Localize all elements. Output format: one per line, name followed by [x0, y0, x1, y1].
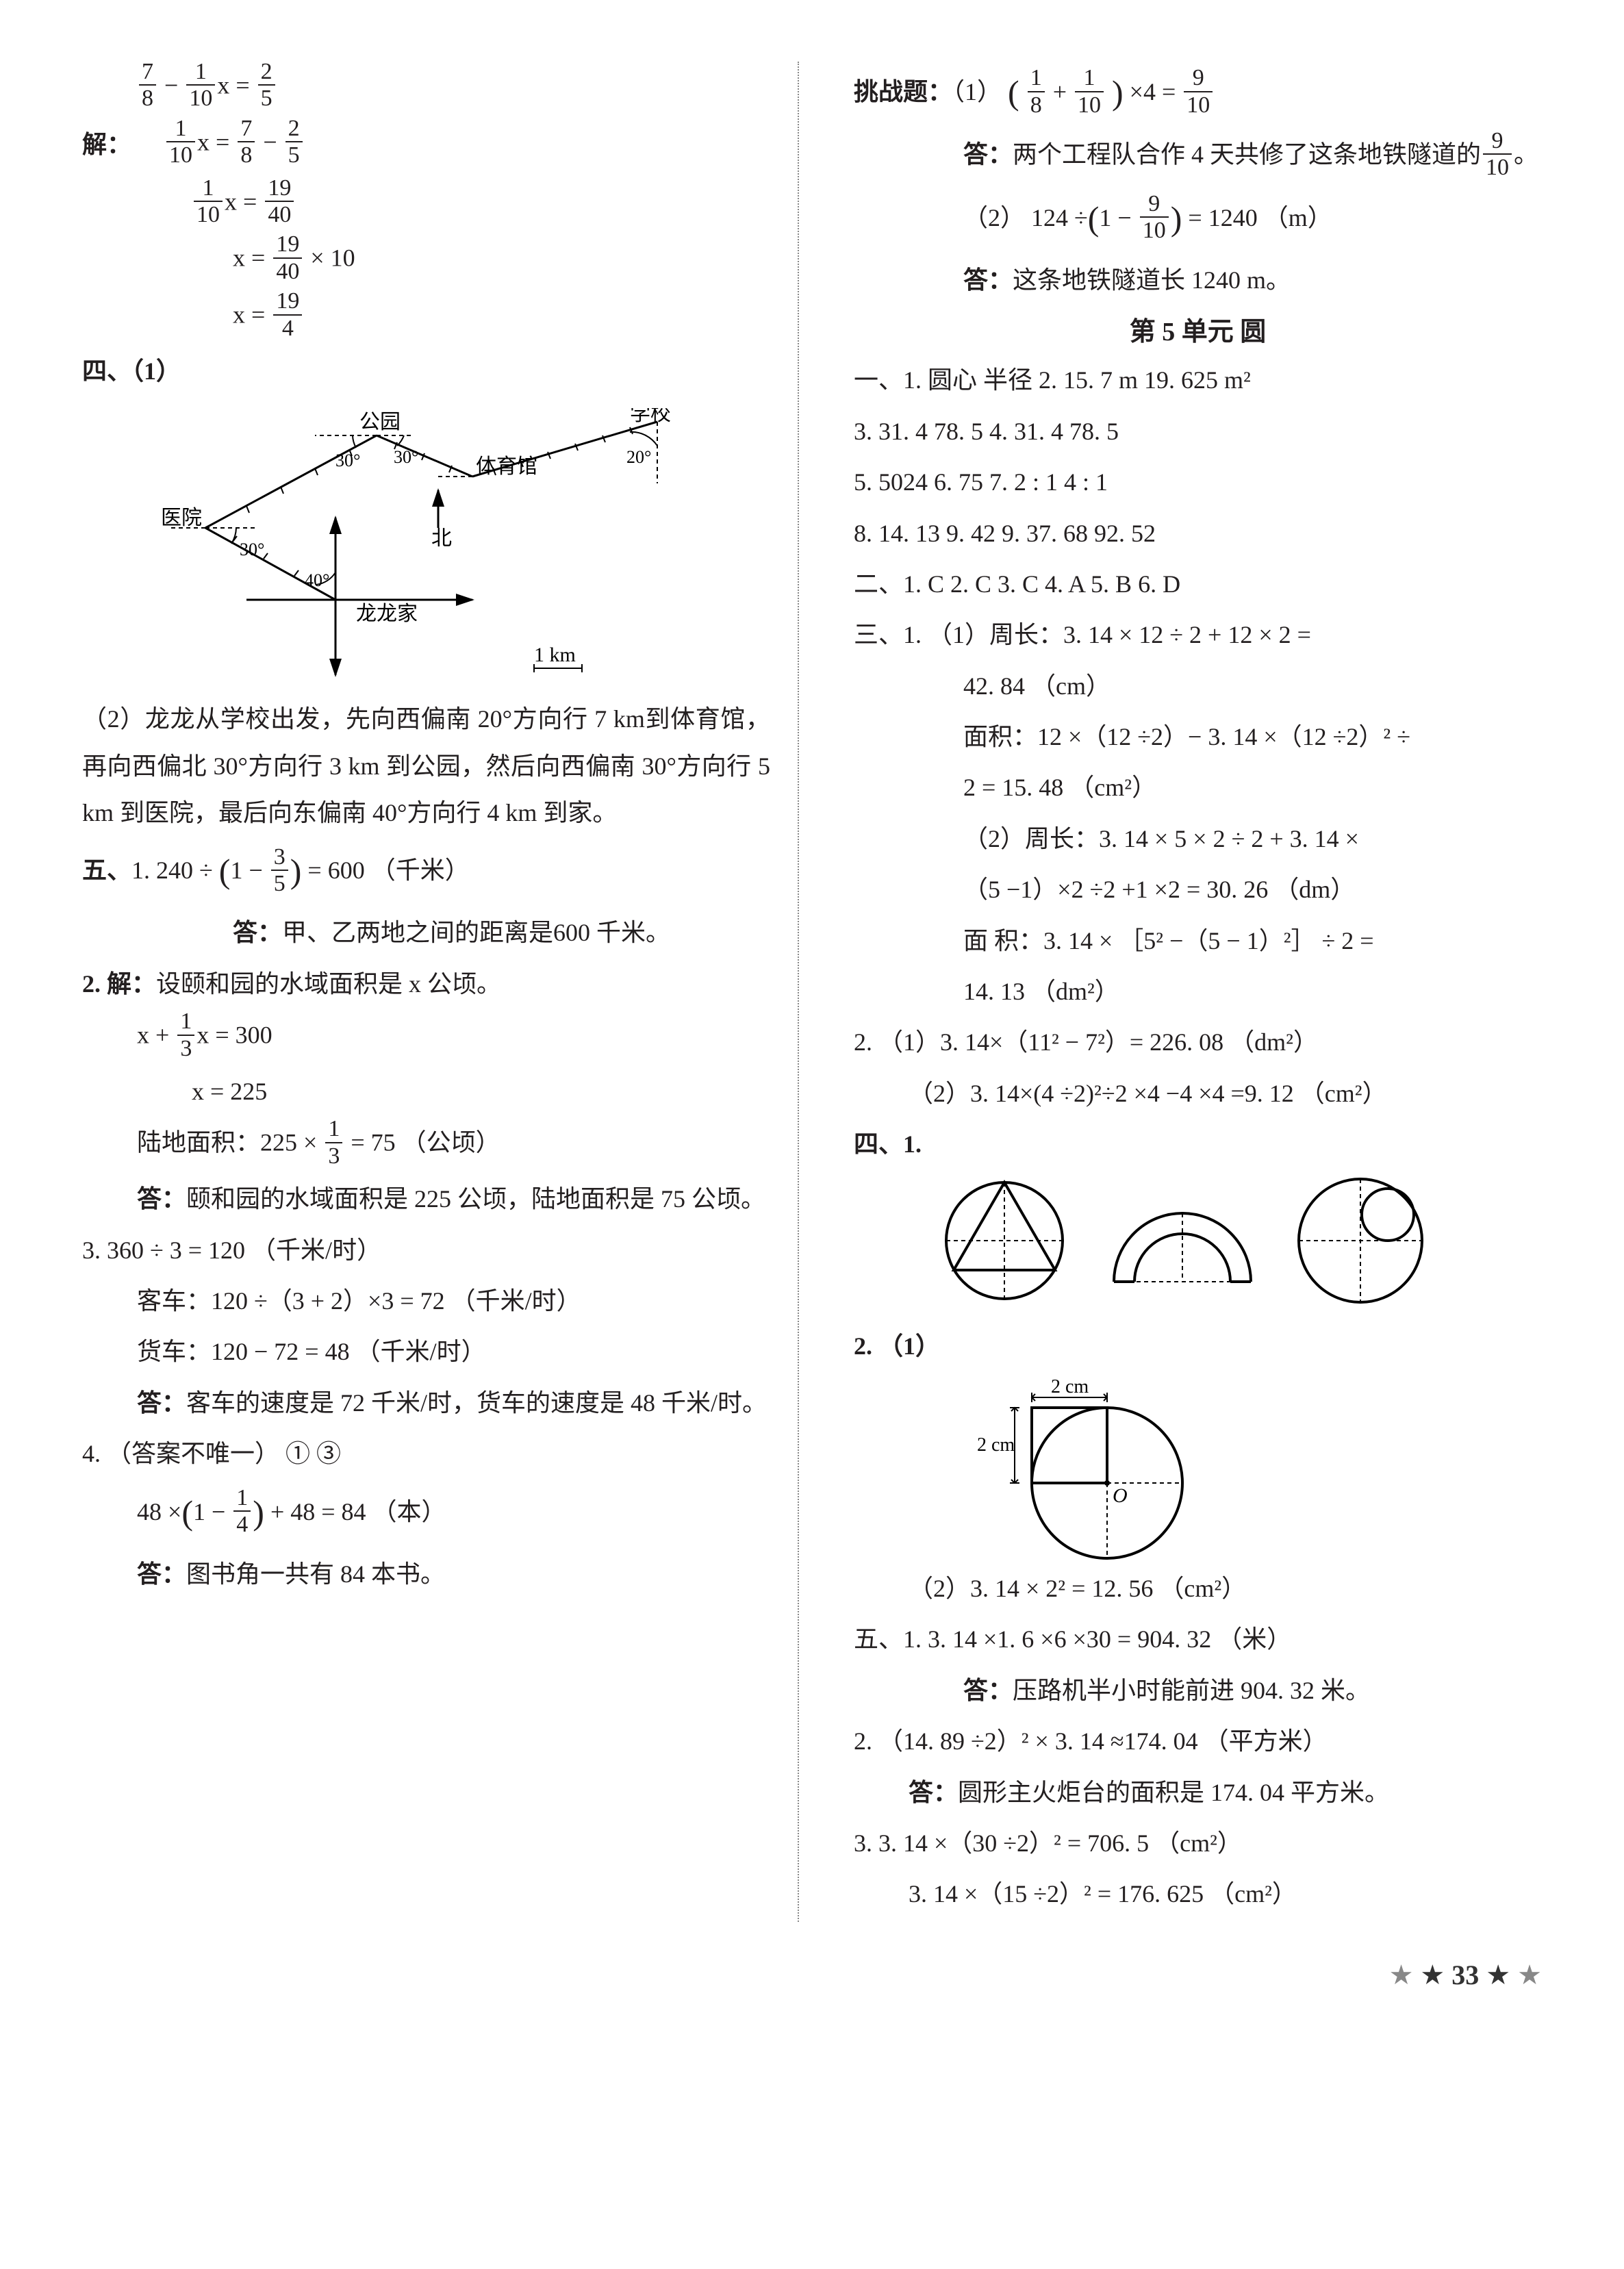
- section-four-label: 四、（1）: [82, 348, 770, 394]
- eq1: 78 − 110x = 25: [82, 62, 770, 114]
- svg-text:30°: 30°: [394, 447, 418, 467]
- circles-row: [936, 1172, 1542, 1309]
- page-number: ★ ★ 33 ★ ★: [82, 1949, 1542, 2001]
- q5-1-ans: 答：甲、乙两地之间的距离是600 千米。: [82, 909, 770, 956]
- solve-row-4: x = 194: [82, 291, 770, 344]
- solve-row-1: 解： 110x = 78 − 25: [82, 118, 770, 171]
- q5-4-head: 4. （答案不唯一） ① ③: [82, 1430, 770, 1477]
- s4-label: 四、1.: [854, 1121, 1542, 1167]
- s3-l2: 42. 84 （cm）: [854, 663, 1542, 709]
- q5-3-ans: 答：客车的速度是 72 千米/时，货车的速度是 48 千米/时。: [82, 1380, 770, 1426]
- svg-text:30°: 30°: [240, 540, 264, 559]
- svg-text:体育馆: 体育馆: [476, 455, 537, 478]
- right-column: 挑战题：（1） ( 18 + 110 ) ×4 = 910 答：两个工程队合作 …: [840, 62, 1542, 1922]
- s5-1: 五、1. 3. 14 ×1. 6 ×6 ×30 = 904. 32 （米）: [854, 1616, 1542, 1662]
- challenge-2: （2） 124 ÷(1 − 910) = 1240 （m）: [854, 188, 1542, 253]
- svg-text:20°: 20°: [626, 447, 651, 467]
- q5-2-eq: x + 13x = 300: [82, 1011, 770, 1064]
- page-columns: 78 − 110x = 25 解： 110x = 78 − 25 110x = …: [82, 62, 1542, 1922]
- unit-title: 第 5 单元 圆: [854, 307, 1542, 357]
- s4-2-label: 2. （1）: [854, 1323, 1542, 1369]
- s5-1-ans: 答：压路机半小时能前进 904. 32 米。: [854, 1667, 1542, 1714]
- star-icon: ★: [1486, 1960, 1510, 1990]
- map-diagram: 学校 体育馆 公园 医院 北 龙龙家 30° 30° 20° 30° 40° 1…: [151, 408, 770, 682]
- half-ring-icon: [1100, 1186, 1265, 1295]
- svg-text:40°: 40°: [305, 570, 329, 590]
- s3-l7: 面 积：3. 14 × ［5² −（5 − 1）²］ ÷ 2 =: [854, 917, 1542, 964]
- svg-text:1 km: 1 km: [534, 644, 576, 666]
- svg-text:北: 北: [431, 527, 452, 550]
- s3-l4: 2 = 15. 48 （cm²）: [854, 764, 1542, 811]
- challenge-2-ans: 答：这条地铁隧道长 1240 m。: [854, 257, 1542, 303]
- paragraph-2: （2）龙龙从学校出发，先向西偏南 20°方向行 7 km到体育馆，再向西偏北 3…: [82, 696, 770, 836]
- q5-3-l1: 3. 360 ÷ 3 = 120 （千米/时）: [82, 1227, 770, 1273]
- challenge-1: 挑战题：（1） ( 18 + 110 ) ×4 = 910: [854, 62, 1542, 127]
- s3-2-l1: 2. （1）3. 14×（11² − 7²）= 226. 08 （dm²）: [854, 1019, 1542, 1065]
- q5-1: 五、1. 240 ÷ (1 − 35) = 600 （千米）: [82, 840, 770, 905]
- q5-3-l3: 货车：120 − 72 = 48 （千米/时）: [82, 1328, 770, 1375]
- s1-l1: 一、1. 圆心 半径 2. 15. 7 m 19. 625 m²: [854, 357, 1542, 403]
- q5-3-l2: 客车：120 ÷（3 + 2）×3 = 72 （千米/时）: [82, 1278, 770, 1324]
- s5-3-l2: 3. 14 ×（15 ÷2）² = 176. 625 （cm²）: [854, 1871, 1542, 1917]
- q5-4-eq: 48 ×(1 − 14) + 48 = 84 （本）: [82, 1482, 770, 1547]
- q5-2-head: 2. 解：设颐和园的水域面积是 x 公顷。: [82, 961, 770, 1007]
- s3-head: 三、1. （1）周长：3. 14 × 12 ÷ 2 + 12 × 2 =: [854, 611, 1542, 658]
- star-icon: ★: [1517, 1960, 1542, 1990]
- svg-text:2 cm: 2 cm: [1051, 1376, 1089, 1397]
- s4-2-2: （2）3. 14 × 2² = 12. 56 （cm²）: [854, 1565, 1542, 1612]
- s3-l5: （2）周长：3. 14 × 5 × 2 ÷ 2 + 3. 14 ×: [854, 815, 1542, 862]
- q5-2-ans: 答：颐和园的水域面积是 225 公顷，陆地面积是 75 公顷。: [82, 1176, 770, 1222]
- svg-text:30°: 30°: [335, 451, 360, 470]
- q5-4-ans: 答：图书角一共有 84 本书。: [82, 1551, 770, 1597]
- s3-l3: 面积：12 ×（12 ÷2）− 3. 14 ×（12 ÷2）² ÷: [854, 713, 1542, 760]
- s3-l6: （5 −1）×2 ÷2 +1 ×2 = 30. 26 （dm）: [854, 866, 1542, 913]
- circle-triangle-icon: [936, 1172, 1073, 1309]
- circle-square-diagram: 2 cm 2 cm O: [977, 1373, 1542, 1565]
- svg-text:公园: 公园: [359, 411, 401, 433]
- q5-2-sol: x = 225: [82, 1068, 770, 1115]
- star-icon: ★: [1420, 1960, 1445, 1990]
- q5-2-land: 陆地面积：225 × 13 = 75 （公顷）: [82, 1119, 770, 1171]
- solve-label: 解：: [82, 121, 164, 168]
- s2: 二、1. C 2. C 3. C 4. A 5. B 6. D: [854, 561, 1542, 607]
- s5-3-l1: 3. 3. 14 ×（30 ÷2）² = 706. 5 （cm²）: [854, 1820, 1542, 1866]
- s1-l3: 5. 5024 6. 75 7. 2 : 1 4 : 1: [854, 459, 1542, 505]
- circle-small-circle-icon: [1292, 1172, 1429, 1309]
- svg-text:医院: 医院: [161, 507, 202, 529]
- solve-row-3: x = 1940 × 10: [82, 234, 770, 287]
- svg-text:龙龙家: 龙龙家: [356, 603, 418, 625]
- svg-text:2 cm: 2 cm: [977, 1434, 1015, 1456]
- svg-text:O: O: [1113, 1484, 1128, 1507]
- challenge-1-ans: 答：两个工程队合作 4 天共修了这条地铁隧道的910。: [854, 131, 1542, 183]
- s1-l2: 3. 31. 4 78. 5 4. 31. 4 78. 5: [854, 408, 1542, 455]
- s3-2-l2: （2）3. 14×(4 ÷2)²÷2 ×4 −4 ×4 =9. 12 （cm²）: [854, 1070, 1542, 1117]
- star-icon: ★: [1389, 1960, 1414, 1990]
- s5-2: 2. （14. 89 ÷2）² × 3. 14 ≈174. 04 （平方米）: [854, 1718, 1542, 1764]
- s3-l8: 14. 13 （dm²）: [854, 968, 1542, 1015]
- s5-2-ans: 答：圆形主火炬台的面积是 174. 04 平方米。: [854, 1769, 1542, 1816]
- left-column: 78 − 110x = 25 解： 110x = 78 − 25 110x = …: [82, 62, 799, 1922]
- s1-l4: 8. 14. 13 9. 42 9. 37. 68 92. 52: [854, 510, 1542, 557]
- solve-row-2: 110x = 1940: [82, 178, 770, 231]
- school-label: 学校: [630, 408, 671, 425]
